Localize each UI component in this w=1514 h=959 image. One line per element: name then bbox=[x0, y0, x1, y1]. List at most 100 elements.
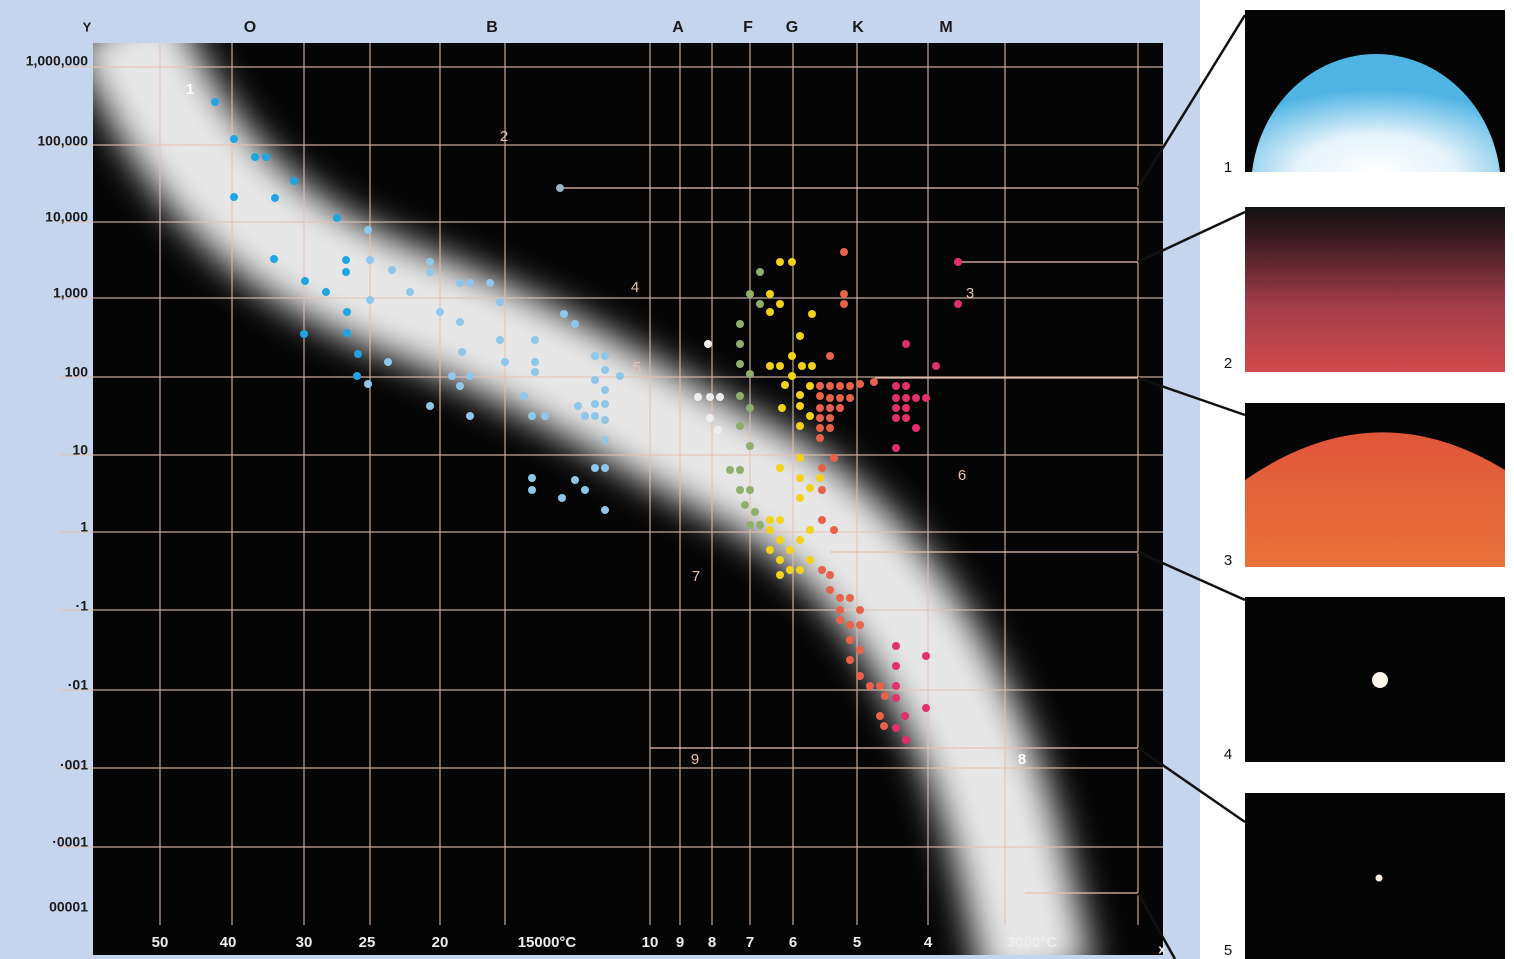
star-dot bbox=[788, 258, 796, 266]
star-dot bbox=[591, 376, 599, 384]
star-dot bbox=[836, 404, 844, 412]
star-dot bbox=[892, 724, 900, 732]
blue-giant bbox=[1252, 54, 1500, 172]
star-dot bbox=[818, 566, 826, 574]
star-dot bbox=[251, 153, 259, 161]
y-tick-label: 1,000 bbox=[53, 285, 88, 301]
x-tick-label: 30 bbox=[296, 934, 313, 951]
star-dot bbox=[601, 416, 609, 424]
star-dot bbox=[746, 486, 754, 494]
star-dot bbox=[528, 486, 536, 494]
star-dot bbox=[856, 646, 864, 654]
star-dot bbox=[880, 722, 888, 730]
spectral-class: B bbox=[486, 19, 498, 36]
star-dot bbox=[581, 412, 589, 420]
star-dot bbox=[870, 378, 878, 386]
star-dot bbox=[796, 536, 804, 544]
star-dot bbox=[836, 382, 844, 390]
star-dot bbox=[591, 412, 599, 420]
star-dot bbox=[601, 436, 609, 444]
star-dot bbox=[601, 506, 609, 514]
star-dot bbox=[706, 393, 714, 401]
star-dot bbox=[736, 392, 744, 400]
panel-5 bbox=[1245, 793, 1505, 959]
star-dot bbox=[448, 372, 456, 380]
star-dot bbox=[912, 424, 920, 432]
x-tick-label: 40 bbox=[220, 934, 237, 951]
x-axis-label: x bbox=[1158, 941, 1166, 956]
star-dot bbox=[806, 382, 814, 390]
star-dot bbox=[892, 444, 900, 452]
star-dot bbox=[456, 318, 464, 326]
star-dot bbox=[322, 288, 330, 296]
star-dot bbox=[466, 412, 474, 420]
star-dot bbox=[694, 393, 702, 401]
star-dot bbox=[726, 466, 734, 474]
star-dot bbox=[591, 400, 599, 408]
star-dot bbox=[808, 362, 816, 370]
star-dot bbox=[531, 368, 539, 376]
star-dot bbox=[366, 256, 374, 264]
star-dot bbox=[704, 340, 712, 348]
star-dot bbox=[714, 426, 722, 434]
panel-number: 2 bbox=[1224, 355, 1232, 372]
spectral-class: A bbox=[672, 19, 684, 36]
star-dot bbox=[776, 556, 784, 564]
labels: 1,000,000 100,000 10,000 1,000 100 10 1 ·1 ·01 ·0… bbox=[26, 19, 1232, 959]
star-dot bbox=[816, 414, 824, 422]
star-dot bbox=[798, 362, 806, 370]
star-dot bbox=[826, 571, 834, 579]
star-dot bbox=[816, 392, 824, 400]
star-dot bbox=[902, 736, 910, 744]
star-dot bbox=[353, 372, 361, 380]
spectral-class: G bbox=[786, 19, 798, 36]
star-dot bbox=[818, 516, 826, 524]
star-dot bbox=[932, 362, 940, 370]
star-dot bbox=[846, 621, 854, 629]
y-tick-label: 1 bbox=[80, 519, 88, 535]
x-tick-label: 7 bbox=[746, 934, 754, 951]
annotation: 6 bbox=[958, 467, 966, 484]
y-axis-label: Y bbox=[83, 19, 92, 34]
star-dot bbox=[840, 300, 848, 308]
star-dot bbox=[736, 340, 744, 348]
star-dot bbox=[796, 332, 804, 340]
star-dot bbox=[856, 621, 864, 629]
star-dot bbox=[796, 454, 804, 462]
star-dot bbox=[736, 466, 744, 474]
y-tick-label: 100,000 bbox=[37, 133, 88, 149]
y-tick-label: 10,000 bbox=[45, 209, 88, 225]
star-dot bbox=[766, 526, 774, 534]
star-dot bbox=[746, 442, 754, 450]
star-dot bbox=[866, 682, 874, 690]
star-dot bbox=[746, 521, 754, 529]
star-dot bbox=[776, 362, 784, 370]
star-dot bbox=[591, 464, 599, 472]
star-dot bbox=[806, 484, 814, 492]
star-dot bbox=[756, 300, 764, 308]
star-dot bbox=[746, 290, 754, 298]
star-dot bbox=[456, 279, 464, 287]
star-dot bbox=[818, 486, 826, 494]
star-dot bbox=[840, 248, 848, 256]
star-dot bbox=[892, 682, 900, 690]
star-dot bbox=[876, 682, 884, 690]
y-tick-label: ·1 bbox=[76, 598, 89, 614]
star-dot bbox=[816, 434, 824, 442]
star-dot bbox=[806, 526, 814, 534]
star-dot bbox=[211, 98, 219, 106]
annotation: 4 bbox=[631, 279, 639, 296]
star-dot bbox=[601, 366, 609, 374]
star-dot bbox=[766, 308, 774, 316]
star-dot bbox=[892, 382, 900, 390]
x-tick-label: 20 bbox=[432, 934, 449, 951]
x-tick-label: 5 bbox=[853, 934, 861, 951]
panel-number: 5 bbox=[1224, 942, 1232, 959]
star-dot bbox=[836, 594, 844, 602]
star-dot bbox=[816, 382, 824, 390]
star-dot bbox=[271, 194, 279, 202]
star-dot bbox=[902, 340, 910, 348]
y-tick-label: 100 bbox=[65, 364, 89, 380]
star-dot bbox=[366, 296, 374, 304]
star-dot bbox=[788, 372, 796, 380]
